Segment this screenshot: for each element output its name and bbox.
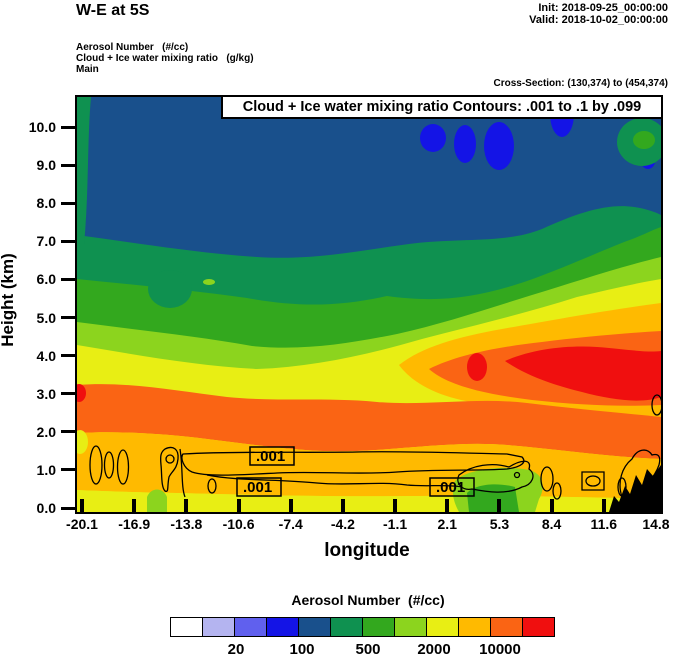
y-tick-label: 6.0 bbox=[36, 271, 56, 288]
colorbar-cell bbox=[202, 617, 235, 637]
init-time: Init: 2018-09-25_00:00:00 bbox=[538, 2, 668, 14]
x-tick-mark bbox=[236, 499, 241, 512]
colorbar-cell bbox=[266, 617, 299, 637]
colorbar-cell bbox=[298, 617, 331, 637]
y-tick-label: 4.0 bbox=[36, 347, 56, 364]
x-tick-mark bbox=[80, 499, 84, 512]
y-tick-label: 9.0 bbox=[36, 157, 56, 174]
x-tick-label: -4.2 bbox=[330, 516, 355, 532]
colorbar-title: Aerosol Number (#/cc) bbox=[291, 592, 445, 608]
field-cloud-ice: Cloud + Ice water mixing ratio (g/kg) bbox=[76, 53, 254, 64]
y-tick-mark bbox=[61, 163, 75, 167]
run-times: Init: 2018-09-25_00:00:00 Valid: 2018-10… bbox=[529, 2, 668, 26]
y-tick-mark bbox=[61, 468, 75, 472]
colorbar-tick-label: 2000 bbox=[417, 641, 451, 658]
x-tick-mark bbox=[288, 499, 293, 512]
page-title: W-E at 5S bbox=[76, 2, 150, 19]
y-tick-label: 1.0 bbox=[36, 461, 56, 478]
colorbar-tick-label: 500 bbox=[355, 641, 381, 658]
x-tick-mark bbox=[393, 499, 398, 512]
x-tick-label: 5.3 bbox=[489, 516, 510, 532]
y-tick-mark bbox=[61, 506, 75, 510]
x-tick-label: 2.1 bbox=[437, 516, 457, 532]
colorbar-tick-label: 20 bbox=[227, 641, 245, 658]
colorbar-cell bbox=[394, 617, 427, 637]
y-tick-label: 2.0 bbox=[36, 423, 56, 440]
y-tick-mark bbox=[61, 316, 75, 319]
x-tick-label: 11.6 bbox=[590, 516, 618, 532]
x-tick-label: -7.4 bbox=[278, 516, 303, 532]
x-tick-label: -16.9 bbox=[118, 516, 151, 532]
contour-label: .001 bbox=[256, 448, 285, 465]
colorbar-cell bbox=[426, 617, 459, 637]
field-domain: Main bbox=[76, 64, 99, 75]
x-tick-label: 8.4 bbox=[541, 516, 562, 532]
field-aerosol: Aerosol Number (#/cc) bbox=[76, 42, 189, 53]
y-tick-label: 7.0 bbox=[36, 233, 56, 250]
contour-label-boxes: .001 .001 .001 bbox=[236, 446, 475, 497]
cross-section-coords: Cross-Section: (130,374) to (454,374) bbox=[493, 78, 668, 89]
colorbar-cell bbox=[330, 617, 363, 637]
y-tick-label: 3.0 bbox=[36, 385, 56, 402]
x-tick-mark bbox=[497, 499, 502, 512]
cloud-contour-lines bbox=[89, 394, 661, 503]
x-tick-mark bbox=[445, 499, 450, 512]
contour-field: .001 .001 .001 bbox=[77, 97, 661, 512]
colorbar-cell bbox=[362, 617, 395, 637]
valid-time: Valid: 2018-10-02_00:00:00 bbox=[529, 14, 668, 26]
x-tick-mark bbox=[549, 499, 554, 512]
y-tick-mark bbox=[61, 430, 75, 434]
y-tick-label: 5.0 bbox=[36, 309, 56, 326]
x-tick-mark bbox=[184, 499, 189, 512]
x-tick-label: -20.1 bbox=[66, 516, 98, 532]
x-tick-mark bbox=[653, 499, 658, 512]
x-tick-label: -10.6 bbox=[222, 516, 255, 532]
colorbar-cell bbox=[522, 617, 555, 637]
x-tick-mark bbox=[601, 499, 606, 512]
y-tick-label: 0.0 bbox=[36, 500, 56, 516]
colorbar-cell bbox=[490, 617, 523, 637]
y-axis-title: Height (km) bbox=[0, 253, 17, 347]
colorbar-cell bbox=[170, 617, 203, 637]
y-tick-mark bbox=[61, 239, 75, 243]
x-axis-title: longitude bbox=[324, 540, 410, 561]
y-tick-mark bbox=[61, 277, 75, 281]
colorbar-tick-label: 10000 bbox=[479, 641, 521, 658]
x-tick-mark bbox=[340, 499, 345, 512]
colorbar-cell bbox=[458, 617, 491, 637]
contour-label: .001 bbox=[243, 479, 272, 496]
y-tick-mark bbox=[61, 201, 75, 205]
colorbar-cell bbox=[234, 617, 267, 637]
y-tick-label: 8.0 bbox=[36, 195, 56, 212]
plot-area: .001 .001 .001 Cloud + Ice water mixing … bbox=[75, 95, 663, 514]
colorbar-tick-label: 100 bbox=[289, 641, 315, 658]
y-tick-mark bbox=[61, 392, 75, 396]
contour-label: .001 bbox=[436, 479, 465, 496]
x-tick-label: 14.8 bbox=[642, 516, 670, 532]
plot-title: Cloud + Ice water mixing ratio Contours:… bbox=[221, 95, 663, 119]
y-tick-mark bbox=[61, 125, 75, 129]
x-tick-mark bbox=[132, 499, 137, 512]
x-tick-label: -1.1 bbox=[383, 516, 408, 532]
colorbar bbox=[170, 617, 555, 637]
x-tick-label: -13.8 bbox=[170, 516, 203, 532]
y-tick-mark bbox=[61, 354, 75, 358]
y-tick-label: 10.0 bbox=[28, 119, 56, 135]
field-list: Aerosol Number (#/cc) Cloud + Ice water … bbox=[76, 42, 254, 75]
